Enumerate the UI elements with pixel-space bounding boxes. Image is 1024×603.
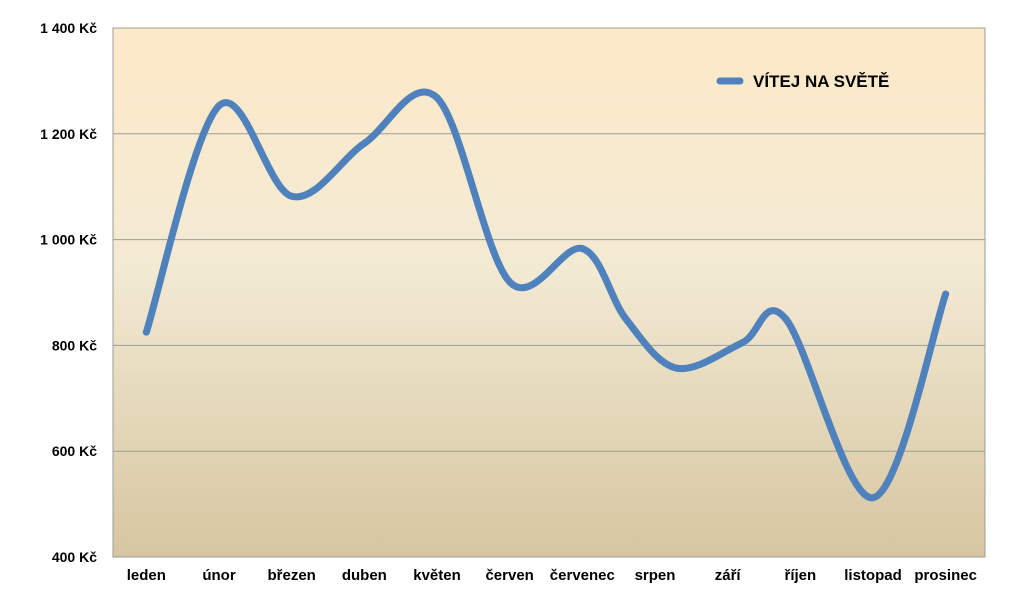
y-tick-label: 1 000 Kč bbox=[40, 232, 97, 248]
data-point bbox=[578, 245, 586, 253]
x-tick-label: červenec bbox=[550, 567, 615, 584]
y-tick-label: 1 200 Kč bbox=[40, 126, 97, 142]
data-point bbox=[288, 192, 296, 200]
data-point bbox=[869, 494, 877, 502]
x-tick-label: únor bbox=[202, 567, 235, 584]
x-tick-label: prosinec bbox=[914, 567, 977, 584]
legend: VÍTEJ NA SVĚTĚ bbox=[716, 72, 889, 91]
legend-label: VÍTEJ NA SVĚTĚ bbox=[753, 72, 889, 91]
x-tick-label: duben bbox=[342, 567, 387, 584]
data-point bbox=[506, 278, 514, 286]
plot-area bbox=[112, 27, 986, 558]
series-line bbox=[142, 88, 950, 502]
x-axis: leden únor březen duben květen červen červenec… bbox=[127, 567, 977, 584]
data-point bbox=[622, 315, 630, 323]
y-tick-label: 600 Kč bbox=[52, 443, 97, 459]
x-tick-label: leden bbox=[127, 567, 166, 584]
x-tick-label: srpen bbox=[635, 567, 676, 584]
x-tick-label: září bbox=[715, 567, 742, 584]
data-point bbox=[738, 339, 746, 347]
x-tick-label: červen bbox=[485, 567, 533, 584]
y-axis: 400 Kč 600 Kč 800 Kč 1 000 Kč 1 200 Kč 1 400 … bbox=[40, 20, 97, 565]
y-tick-label: 1 400 Kč bbox=[40, 20, 97, 36]
y-tick-label: 800 Kč bbox=[52, 337, 97, 353]
data-point bbox=[215, 102, 223, 110]
x-tick-label: listopad bbox=[844, 567, 902, 584]
x-tick-label: říjen bbox=[784, 567, 816, 584]
data-point bbox=[673, 364, 681, 372]
data-point bbox=[433, 94, 441, 102]
series-layer bbox=[142, 88, 950, 502]
data-point bbox=[942, 290, 950, 298]
x-tick-label: květen bbox=[413, 567, 461, 584]
data-point bbox=[782, 315, 790, 323]
x-tick-label: březen bbox=[267, 567, 315, 584]
data-point bbox=[360, 139, 368, 147]
data-point bbox=[142, 328, 150, 336]
y-tick-label: 400 Kč bbox=[52, 549, 97, 565]
